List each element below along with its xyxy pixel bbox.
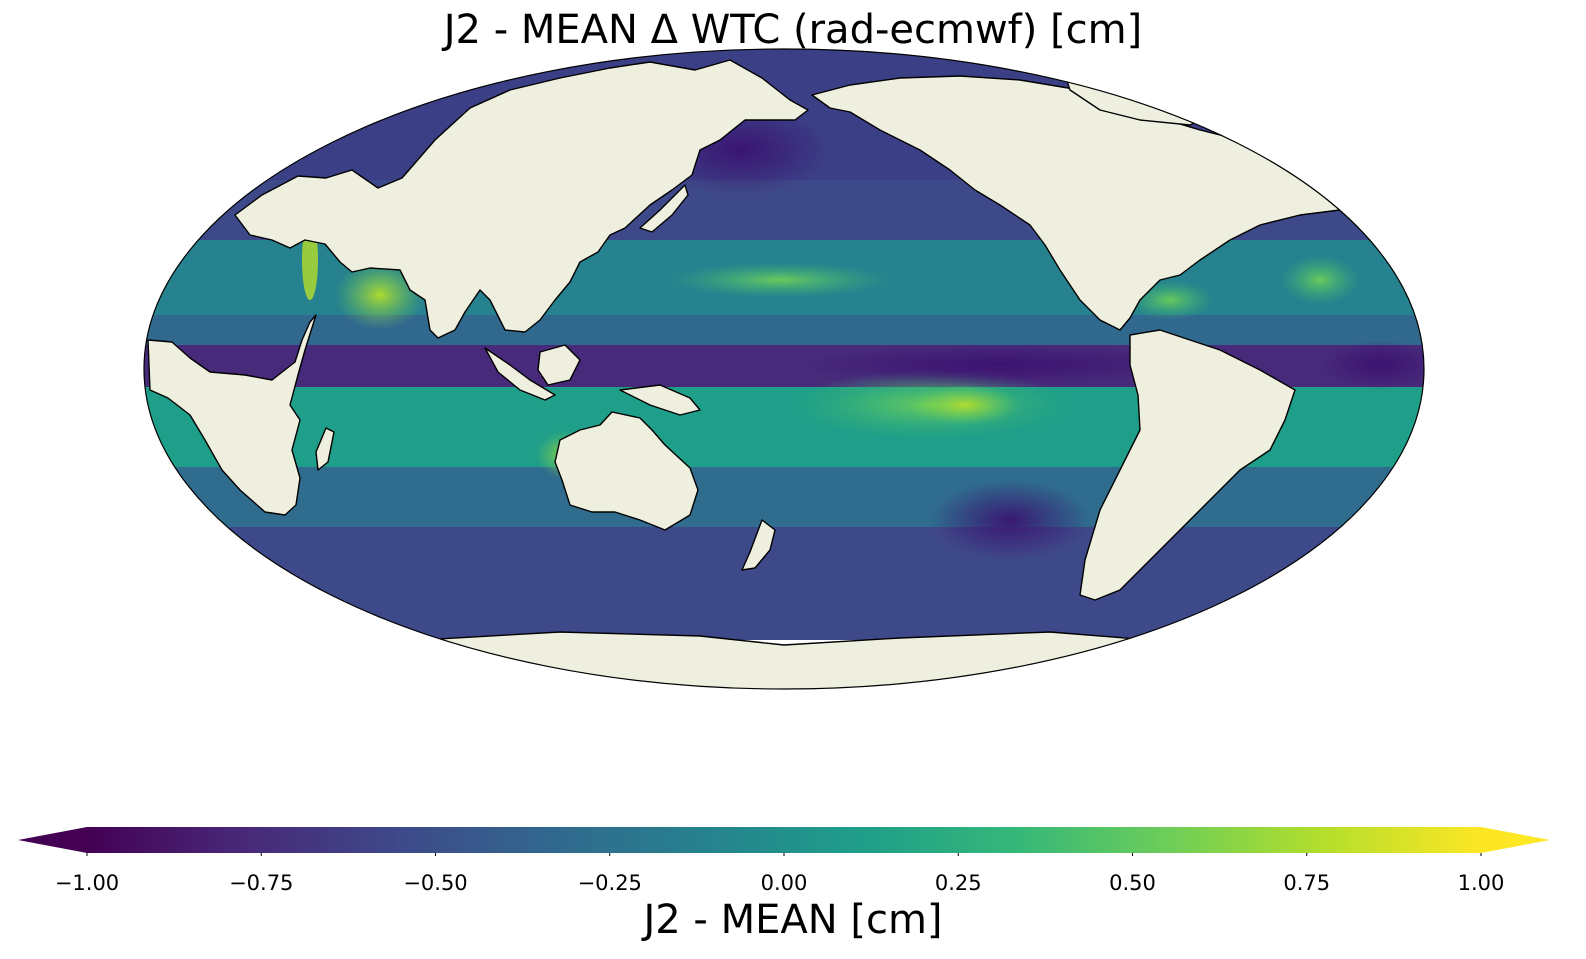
antarctica-land <box>419 631 1151 689</box>
north-atlantic-east-anomaly <box>1280 255 1360 305</box>
colorbar-tick-label: −0.50 <box>403 871 468 895</box>
map-boundary-ellipse <box>143 48 1425 690</box>
world-map <box>143 48 1425 690</box>
colorbar-tick-label: −0.25 <box>577 871 642 895</box>
colorbar-body <box>87 827 1481 853</box>
colorbar-tick-label: −1.00 <box>54 871 120 895</box>
new-zealand-land <box>741 519 776 571</box>
colorbar-tick-label: 0.25 <box>934 871 982 895</box>
colorbar-tick-label: −0.75 <box>229 871 294 895</box>
australia-land <box>554 411 699 531</box>
colorbar-tick-label: 1.00 <box>1457 871 1505 895</box>
colorbar-extend-high <box>1481 827 1550 853</box>
colorbar-tick-label: 0.50 <box>1109 871 1156 895</box>
map-title: J2 - MEAN Δ WTC (rad-ecmwf) [cm] <box>443 7 1143 53</box>
colorbar-label: J2 - MEAN [cm] <box>643 897 943 943</box>
colorbar-tick-label: 0.75 <box>1283 871 1331 895</box>
southeast-pacific-hot-core <box>910 385 1020 425</box>
south-mid-latitude-band <box>144 467 1424 527</box>
north-equatorial-band <box>144 315 1424 345</box>
new-guinea-land <box>619 384 701 416</box>
south-pacific-cold-anomaly <box>930 480 1090 560</box>
arabian-sea-anomaly <box>335 260 425 330</box>
indonesia-islands <box>484 347 556 401</box>
ocean-field <box>144 49 1424 689</box>
south-america-land <box>1079 329 1296 601</box>
southern-ocean-band <box>144 527 1424 640</box>
colorbar-extend-low <box>18 827 87 853</box>
eurasia-land <box>234 59 809 339</box>
equatorial-atlantic-cold-anomaly <box>1320 341 1424 389</box>
colorbar-tick-marks <box>86 853 1482 856</box>
colorbar-tick-label: 0.00 <box>760 871 808 895</box>
madagascar-land <box>315 427 335 471</box>
japan-land <box>639 184 689 233</box>
colorbar <box>18 827 1550 856</box>
north-pacific-band-anomaly <box>670 262 890 298</box>
equatorial-pacific-cold-anomaly <box>800 345 1200 385</box>
borneo-land <box>537 344 581 386</box>
africa-land <box>147 314 317 516</box>
